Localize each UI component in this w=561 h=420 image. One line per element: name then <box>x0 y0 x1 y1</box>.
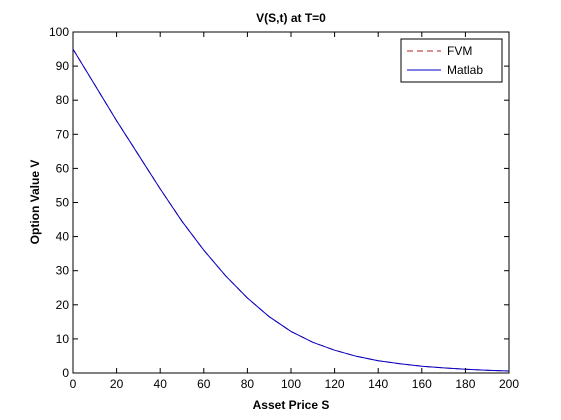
series-line-matlab <box>72 48 510 372</box>
x-tick-label: 160 <box>412 377 432 391</box>
y-tick-label: 30 <box>56 264 70 278</box>
x-tick-label: 100 <box>281 377 301 391</box>
legend: FVM Matlab <box>400 38 503 83</box>
x-tick-label: 0 <box>70 377 77 391</box>
x-tick-label: 180 <box>455 377 475 391</box>
y-tick-label: 10 <box>56 332 70 346</box>
series-layer <box>72 48 510 372</box>
y-tick-label: 80 <box>56 93 70 107</box>
legend-label-matlab: Matlab <box>447 63 483 77</box>
legend-box <box>400 38 503 83</box>
y-tick-label: 50 <box>56 196 70 210</box>
y-axis-label: Option Value V <box>28 160 42 245</box>
plot-area <box>72 31 510 374</box>
y-tick-label: 60 <box>56 161 70 175</box>
y-tick-label: 40 <box>56 230 70 244</box>
chart-title: V(S,t) at T=0 <box>256 11 326 25</box>
x-tick-label: 60 <box>197 377 211 391</box>
x-tick-label: 200 <box>499 377 519 391</box>
y-tick-label: 0 <box>62 366 69 380</box>
x-tick-label: 20 <box>110 377 124 391</box>
x-tick-label: 40 <box>154 377 168 391</box>
x-tick-label: 120 <box>325 377 345 391</box>
y-tick-label: 90 <box>56 59 70 73</box>
y-tick-label: 20 <box>56 298 70 312</box>
x-tick-label: 80 <box>241 377 255 391</box>
x-axis-label: Asset Price S <box>253 398 330 412</box>
legend-label-fvm: FVM <box>447 44 472 58</box>
tick-layer: 0 20 40 60 80 100 120 140 160 180 200 0 10 20 30 40 50 60… <box>49 25 519 391</box>
y-tick-label: 100 <box>49 25 69 39</box>
y-tick-label: 70 <box>56 127 70 141</box>
x-tick-label: 140 <box>368 377 388 391</box>
